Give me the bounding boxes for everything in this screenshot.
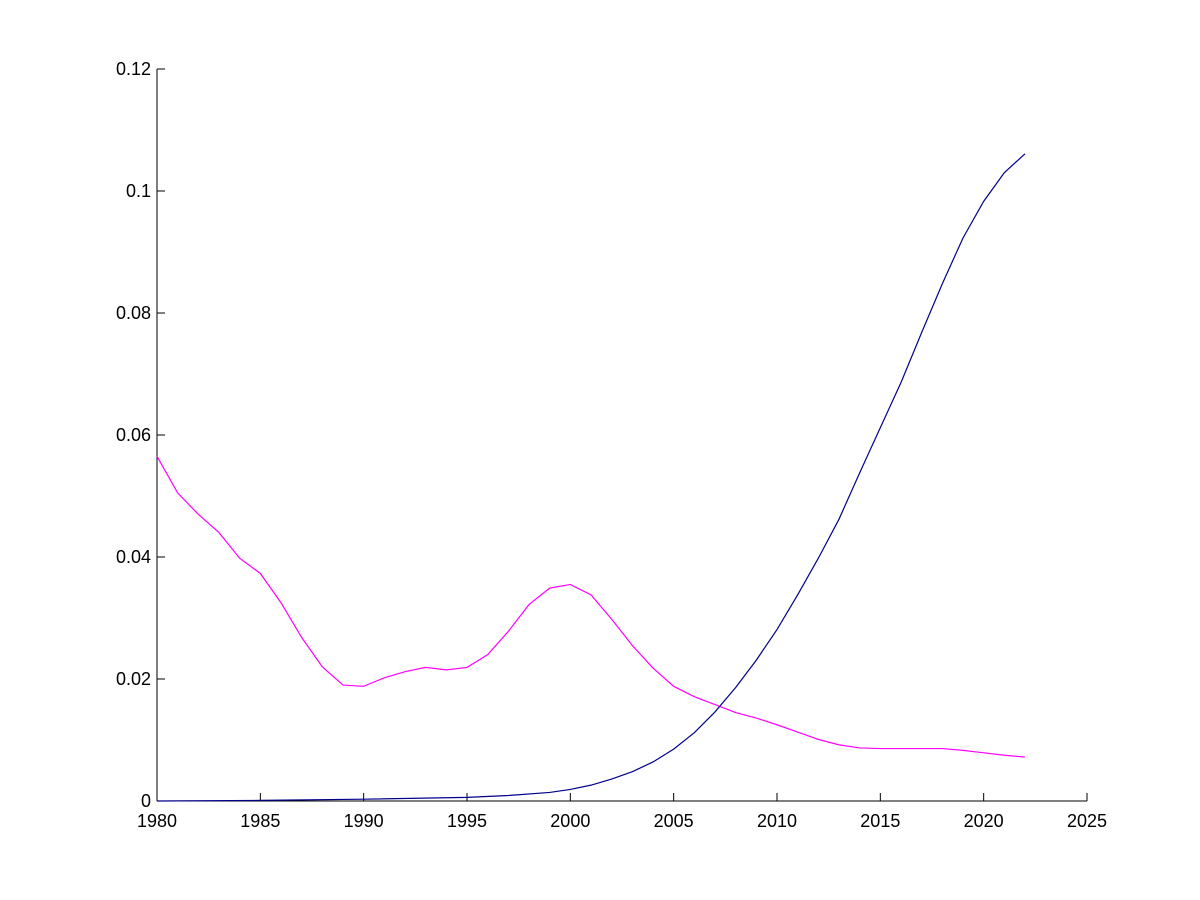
x-tick-label: 1995 <box>447 811 487 831</box>
series-line-1 <box>156 456 1026 758</box>
x-axis: 1980 1985 1990 1995 2000 2005 2010 2015 2020 2025 <box>137 793 1107 831</box>
y-tick-label: 0.02 <box>116 669 151 689</box>
x-tick-label: 2025 <box>1067 811 1107 831</box>
x-tick-label: 2000 <box>550 811 590 831</box>
series-line-2 <box>156 153 1026 802</box>
x-tick-label: 1980 <box>137 811 177 831</box>
x-tick-label: 1985 <box>240 811 280 831</box>
x-tick-label: 2020 <box>964 811 1004 831</box>
y-tick-label: 0.04 <box>116 547 151 567</box>
y-tick-label: 0.08 <box>116 303 151 323</box>
series-layer <box>156 153 1026 802</box>
y-tick-label: 0.06 <box>116 425 151 445</box>
x-tick-label: 2010 <box>757 811 797 831</box>
x-tick-label: 1990 <box>344 811 384 831</box>
y-tick-label: 0 <box>141 791 151 811</box>
y-tick-label: 0.12 <box>116 59 151 79</box>
y-tick-label: 0.1 <box>126 181 151 201</box>
x-tick-label: 2015 <box>860 811 900 831</box>
x-tick-label: 2005 <box>654 811 694 831</box>
y-axis: 0 0.02 0.04 0.06 0.08 0.1 0.12 <box>116 59 165 811</box>
